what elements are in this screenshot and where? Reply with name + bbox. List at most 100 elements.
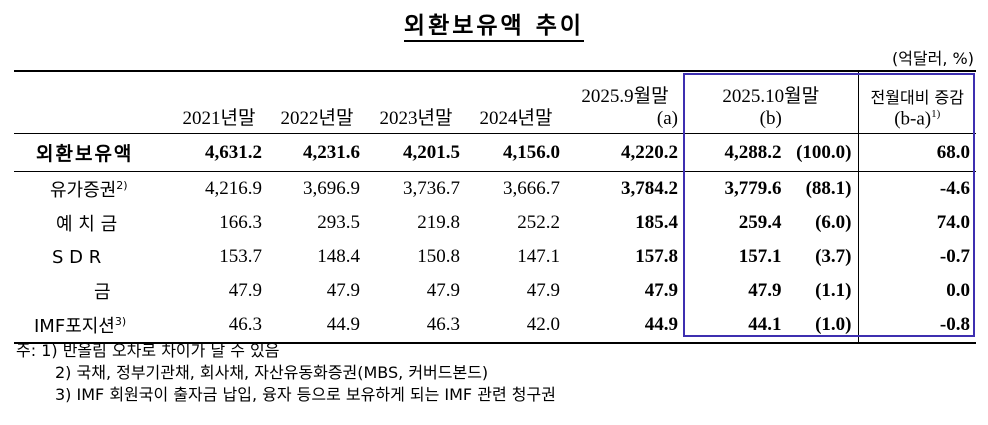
- table-body: 외환보유액 4,631.2 4,231.6 4,201.5 4,156.0 4,220.2…: [14, 133, 976, 344]
- row-label-text: 외환보유액: [36, 143, 134, 165]
- oct-share: (3.7): [815, 246, 852, 267]
- value-cell-oct: 259.4 (6.0): [684, 206, 858, 240]
- value-cell: 219.8: [417, 212, 460, 233]
- value-cell: 4,631.2: [170, 133, 268, 172]
- value-cell-change: -0.7: [857, 240, 976, 274]
- oct-share: (6.0): [815, 212, 852, 233]
- value-cell-sep: 157.8: [635, 246, 678, 267]
- row-label: 금: [14, 274, 170, 308]
- oct-value: 44.1: [748, 314, 782, 335]
- header-stub: [14, 70, 170, 134]
- header-oct-line2: (b): [759, 108, 782, 129]
- value-cell: 4,156.0: [466, 133, 566, 172]
- value-cell-oct: 47.9 (1.1): [684, 274, 858, 308]
- oct-value: 3,779.6: [724, 178, 782, 199]
- header-change: 전월대비 증감 (b-a)1): [857, 70, 976, 134]
- oct-value: 157.1: [738, 246, 782, 267]
- reserves-table: 2021년말 2022년말 2023년말 2024년말 2025.9월말 (a)…: [14, 70, 976, 344]
- oct-value: 259.4: [738, 212, 782, 233]
- oct-value: 4,288.2: [724, 141, 782, 163]
- row-label-sup: 2): [116, 179, 128, 192]
- value-cell-change: 0.0: [857, 274, 976, 308]
- value-cell-sep: 47.9: [644, 280, 678, 301]
- value-cell: 3,736.7: [403, 178, 460, 199]
- row-label-text: S D R: [52, 246, 102, 268]
- oct-share: (1.0): [815, 314, 852, 335]
- row-label-sup: 3): [114, 315, 127, 328]
- value-cell-oct: 3,779.6 (88.1): [684, 172, 858, 207]
- row-label-text: 예 치 금: [56, 214, 118, 235]
- value-cell: 47.9: [426, 280, 460, 301]
- footnotes: 주: 1) 반올림 오차로 차이가 날 수 있음 2) 국채, 정부기관채, 회…: [16, 340, 556, 406]
- header-change-line2: (b-a): [894, 108, 932, 129]
- value-cell-oct: 44.1 (1.0): [684, 308, 858, 344]
- title-text: 외환보유액 추이: [403, 13, 585, 42]
- value-cell-oct: 4,288.2 (100.0): [684, 133, 858, 172]
- value-cell-sep: 185.4: [635, 212, 678, 233]
- value-cell: 47.9: [326, 280, 360, 301]
- page-title: 외환보유액 추이: [0, 6, 988, 42]
- footnote-3: 3) IMF 회원국이 출자금 납입, 융자 등으로 보유하게 되는 IMF 관…: [55, 385, 556, 404]
- header-oct-line1: 2025.10월말: [722, 86, 820, 107]
- table-row: 유가증권2) 4,216.9 3,696.9 3,736.7 3,666.7 3,784.…: [14, 171, 976, 207]
- value-cell: 47.9: [228, 280, 262, 301]
- header-change-line1: 전월대비 증감: [870, 87, 964, 107]
- value-cell-change: 74.0: [857, 206, 976, 240]
- header-change-sup: 1): [931, 107, 941, 120]
- oct-value: 47.9: [748, 280, 782, 301]
- footnote-2: 2) 국채, 정부기관채, 회사채, 자산유동화증권(MBS, 커버드본드): [55, 363, 489, 382]
- header-sep-line1: 2025.9월말: [581, 86, 669, 107]
- value-cell: 3,696.9: [303, 178, 360, 199]
- oct-share: (88.1): [805, 178, 852, 199]
- value-cell: 293.5: [317, 212, 360, 233]
- header-2022: 2022년말: [268, 70, 366, 134]
- value-cell-oct: 157.1 (3.7): [684, 240, 858, 274]
- row-label-text: IMF포지션: [34, 316, 115, 337]
- row-label-text: 유가증권: [50, 180, 117, 201]
- row-label-text: 금: [94, 282, 111, 303]
- value-cell: 3,666.7: [503, 178, 560, 199]
- value-cell: 4,231.6: [268, 133, 366, 172]
- header-2025-sep: 2025.9월말 (a): [566, 70, 684, 134]
- value-cell: 147.1: [517, 246, 560, 267]
- header-change-line2-wrap: (b-a)1): [865, 108, 971, 130]
- row-label: IMF포지션3): [14, 308, 170, 344]
- value-cell-sep: 4,220.2: [566, 133, 684, 172]
- header-2025-oct: 2025.10월말 (b): [684, 70, 858, 134]
- value-cell: 153.7: [219, 246, 262, 267]
- value-cell: 150.8: [417, 246, 460, 267]
- header-2021: 2021년말: [170, 70, 268, 134]
- header-2024: 2024년말: [466, 70, 566, 134]
- table-row: 예 치 금 166.3 293.5 219.8 252.2 185.4 259.4 (6.0)…: [14, 206, 976, 240]
- value-cell: 44.9: [268, 308, 366, 344]
- header-row: 2021년말 2022년말 2023년말 2024년말 2025.9월말 (a)…: [14, 70, 976, 134]
- row-label: S D R: [14, 240, 170, 274]
- unit-label: (억달러, %): [891, 49, 974, 68]
- value-cell: 46.3: [366, 308, 466, 344]
- value-cell: 47.9: [526, 280, 560, 301]
- header-2023: 2023년말: [366, 70, 466, 134]
- table-row-total: 외환보유액 4,631.2 4,231.6 4,201.5 4,156.0 4,220.2…: [14, 133, 976, 172]
- oct-share: (1.1): [815, 280, 852, 301]
- value-cell: 4,216.9: [205, 178, 262, 199]
- value-cell-sep: 44.9: [566, 308, 684, 344]
- value-cell-change: -0.8: [857, 308, 976, 344]
- row-label: 유가증권2): [14, 172, 170, 207]
- value-cell: 148.4: [317, 246, 360, 267]
- table-row: IMF포지션3) 46.3 44.9 46.3 42.0 44.9 44.1 (1.0) -0.…: [14, 308, 976, 344]
- value-cell-change: 68.0: [857, 133, 976, 172]
- value-cell: 46.3: [170, 308, 268, 344]
- oct-share: (100.0): [796, 141, 852, 163]
- value-cell-change: -4.6: [857, 171, 976, 206]
- value-cell: 42.0: [466, 308, 566, 344]
- table-row: 금 47.9 47.9 47.9 47.9 47.9 47.9 (1.1) 0.0: [14, 274, 976, 308]
- value-cell: 166.3: [219, 212, 262, 233]
- table-row: S D R 153.7 148.4 150.8 147.1 157.8 157.1 (3.7)…: [14, 240, 976, 274]
- row-label: 예 치 금: [14, 206, 170, 240]
- row-label: 외환보유액: [14, 133, 170, 172]
- header-sep-line2: (a): [656, 108, 678, 129]
- value-cell-sep: 3,784.2: [621, 178, 678, 199]
- value-cell: 4,201.5: [366, 133, 466, 172]
- footnote-1: 주: 1) 반올림 오차로 차이가 날 수 있음: [16, 341, 280, 360]
- value-cell: 252.2: [517, 212, 560, 233]
